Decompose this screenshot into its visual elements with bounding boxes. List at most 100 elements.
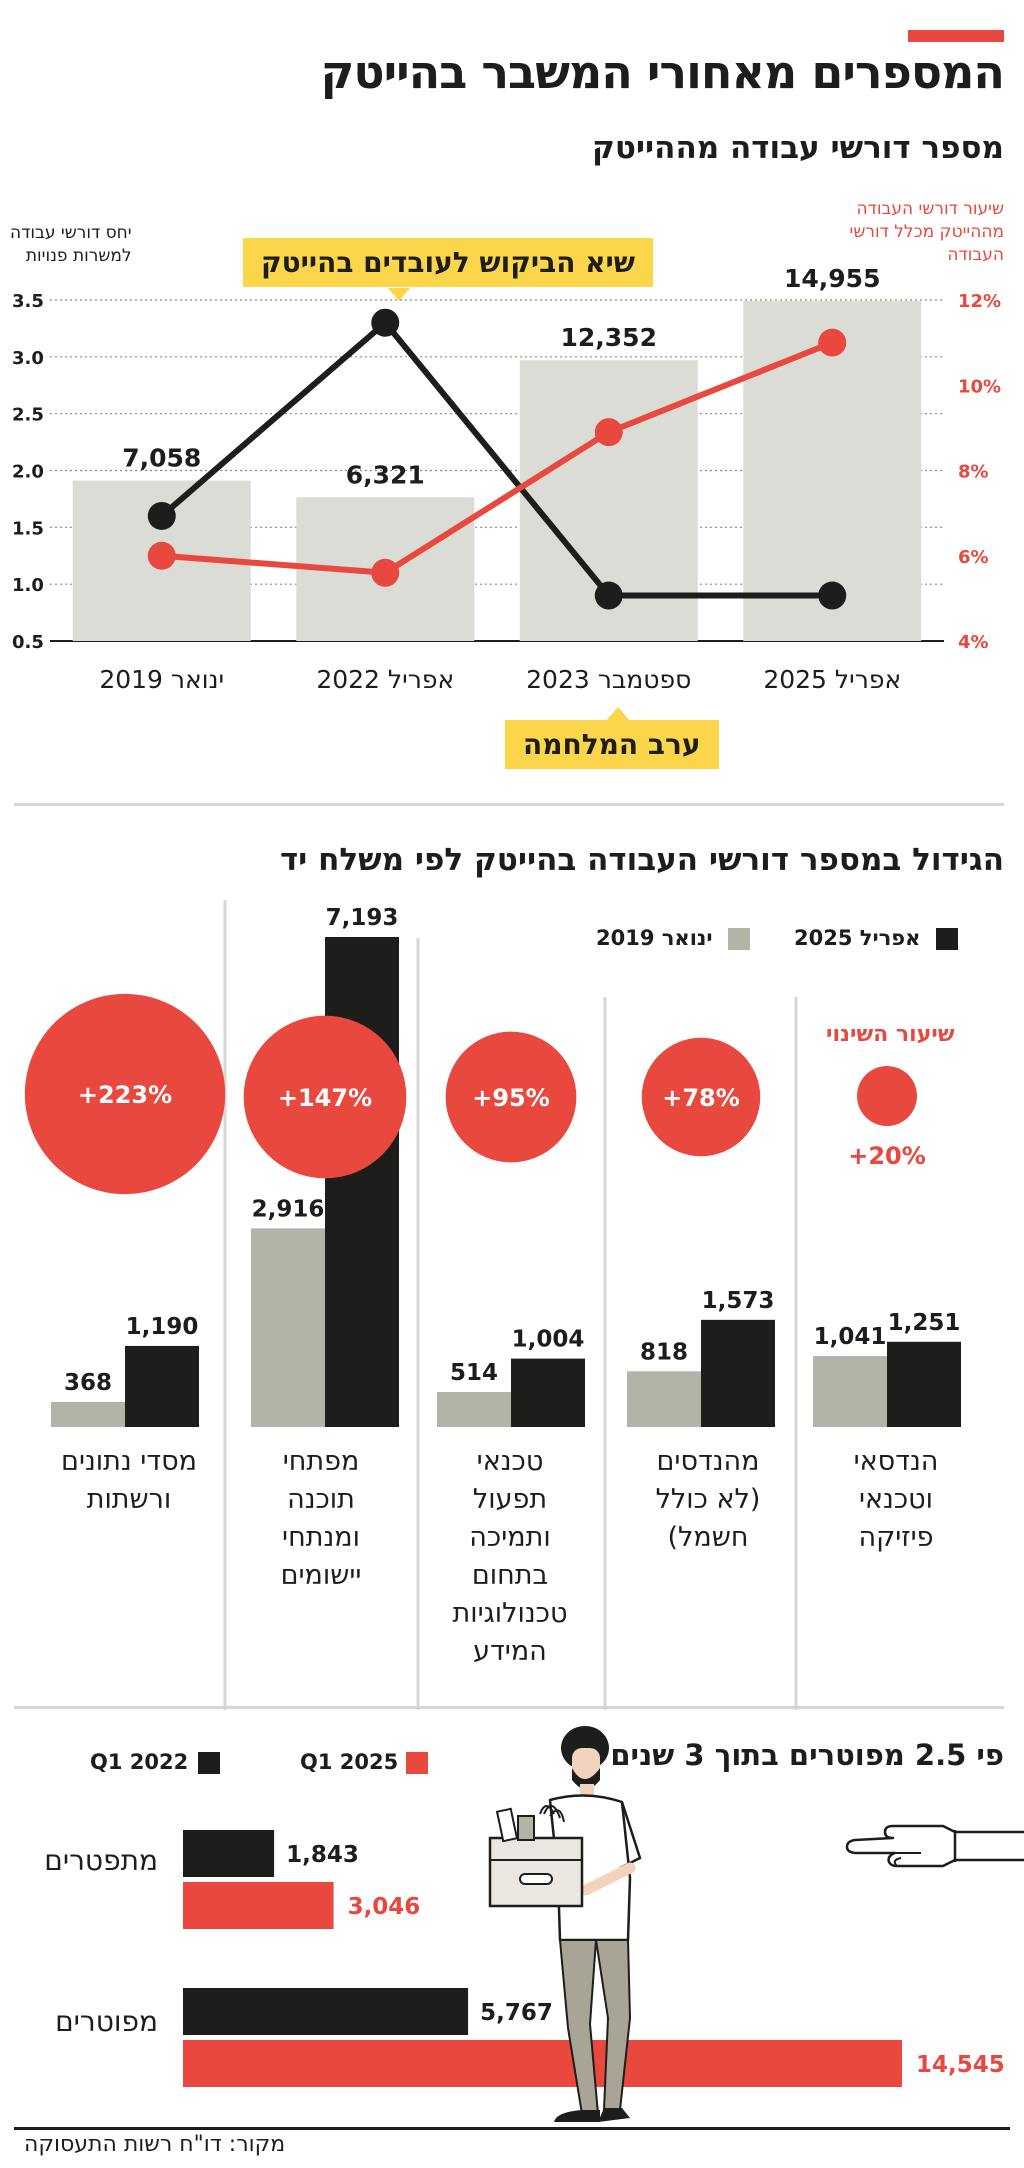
left-axis-tick: 1.0	[12, 575, 44, 596]
callout-war-pointer	[606, 707, 630, 721]
bar-q1-2022	[183, 1830, 275, 1877]
category-label-engineers: מהנדסים (לא כולל חשמל)	[628, 1443, 788, 1557]
bar-value-label: 7,058	[122, 444, 201, 473]
bar-value-label: 368	[64, 1370, 112, 1396]
bar-q1-2022	[183, 1988, 469, 2035]
change-rate-label: שיעור השינוי	[826, 1022, 955, 1047]
legend-q1-2022-swatch	[198, 1752, 220, 1774]
category-label-line: ותמיכה	[469, 1522, 551, 1553]
legend-2019-label: ינואר 2019	[596, 926, 713, 950]
change-rate-circle	[641, 1037, 761, 1157]
legend-2025-swatch	[936, 928, 958, 950]
pointing-hand-icon	[845, 1824, 1024, 1868]
bar-value-label: 1,843	[286, 1842, 359, 1868]
bar-q1-2025	[183, 1882, 334, 1929]
share-series-line	[161, 339, 834, 576]
page-title: המספרים מאחורי המשבר בהייטק	[320, 45, 1005, 99]
section3-title: פי 2.5 מפוטרים בתוך 3 שנים	[610, 1738, 1004, 1772]
section2-title: הגידול במספר דורשי העבודה בהייטק לפי משל…	[279, 842, 1004, 878]
bar-apr-2025	[701, 1319, 775, 1427]
bar-value-label: 3,046	[348, 1894, 421, 1920]
ratio-data-point	[147, 501, 176, 530]
share-data-point	[594, 418, 623, 447]
accent-bar	[908, 30, 1004, 42]
category-label-line: טכנאי	[476, 1446, 544, 1477]
share-data-point	[371, 558, 400, 587]
change-rate-label: +95%	[472, 1084, 550, 1112]
category-label-line: הנדסאי	[853, 1446, 939, 1477]
category-label-line: מפתחי	[282, 1446, 360, 1477]
category-label-line: מהנדסים	[656, 1446, 760, 1477]
left-axis-label-line: יחס דורשי עבודה	[10, 223, 132, 243]
bar-value-label: 14,545	[916, 2052, 1005, 2078]
category-label-databases: מסדי נתונים ורשתות	[36, 1443, 222, 1519]
change-rate-circle	[243, 1015, 407, 1179]
category-label-line: פיזיקה	[858, 1522, 934, 1553]
change-rate-label: +78%	[662, 1084, 740, 1112]
change-rate-label: +147%	[278, 1084, 372, 1112]
source-note: מקור: דו"ח רשות התעסוקה	[24, 2132, 286, 2157]
bar-apr-2025	[325, 937, 399, 1427]
section-divider	[14, 803, 1004, 806]
category-label-line: וטכנאי	[858, 1484, 934, 1515]
category-label: מתפטרים	[44, 1844, 158, 1877]
left-axis-label-line: למשרות פנויות	[25, 246, 132, 266]
category-label-line: המידע	[473, 1636, 547, 1667]
category-label-line: (לא כולל	[655, 1484, 761, 1515]
bar-jan-2019	[813, 1356, 887, 1427]
bar-value-label: 514	[450, 1360, 498, 1386]
section1-title: מספר דורשי עבודה מההייטק	[592, 130, 1004, 166]
bar-value-label: 1,251	[888, 1310, 961, 1336]
fired-worker-illustration	[488, 1726, 642, 2122]
bar-value-label: 1,004	[512, 1327, 585, 1353]
change-rate-circle	[445, 1031, 577, 1163]
category-label-it-support: טכנאי תפעול ותמיכה בתחום טכנולוגיות המיד…	[420, 1443, 600, 1671]
bar-apr-2025	[887, 1341, 961, 1427]
bar-apr-2025	[125, 1345, 199, 1427]
bar-jan-2019	[627, 1371, 701, 1427]
left-axis-tick: 3.0	[12, 348, 44, 369]
category-label-line: טכנולוגיות	[452, 1598, 568, 1629]
left-axis-tick: 1.5	[12, 518, 44, 539]
bar-jan-2019	[51, 1401, 125, 1427]
category-label-line: יישומים	[280, 1560, 362, 1591]
legend-q1-2022-label: Q1 2022	[90, 1750, 189, 1774]
bar-jan-2019	[437, 1391, 511, 1427]
bar-value-label: 818	[640, 1339, 688, 1365]
bar-value-label: 1,190	[126, 1314, 199, 1340]
left-axis-tick: 3.5	[12, 291, 44, 312]
category-label-line: ומנתחי	[282, 1522, 360, 1553]
legend-q1-2025-swatch	[406, 1752, 428, 1774]
share-data-point	[818, 328, 847, 357]
footer-rule	[14, 2127, 1010, 2130]
x-axis-category-label: ינואר 2019	[99, 665, 224, 694]
bar-apr-2025	[511, 1358, 585, 1427]
bar-value-label: 7,193	[326, 905, 399, 931]
change-rate-label: +20%	[848, 1142, 926, 1170]
ratio-data-point	[371, 308, 400, 337]
layoffs-hbar-chart: 1,843 3,046 מתפטרים 5,767 14,545 מפוטרים	[44, 1830, 1005, 2087]
right-axis-tick: 6%	[958, 547, 989, 568]
category-label-line: תפעול	[472, 1484, 548, 1515]
left-axis-tick: 0.5	[12, 632, 44, 653]
category-label-line: תוכנה	[287, 1484, 355, 1515]
left-axis-tick: 2.5	[12, 405, 44, 426]
legend-2025-label: אפריל 2025	[794, 926, 921, 950]
category-label-line: בתחום	[471, 1560, 549, 1591]
category-label-software-developers: מפתחי תוכנה ומנתחי יישומים	[236, 1443, 406, 1595]
change-rate-circle	[857, 1066, 917, 1126]
bar-value-label: 2,916	[252, 1196, 325, 1222]
left-axis-tick: 2.0	[12, 462, 44, 483]
change-rate-label: +223%	[78, 1081, 172, 1109]
right-axis-tick: 10%	[958, 376, 1001, 397]
ratio-series-line	[159, 319, 833, 599]
right-axis-label-line: מההייטק מכלל דורשי	[849, 222, 1004, 242]
right-axis-label: שיעור דורשי העבודה מההייטק מכלל דורשי הע…	[850, 198, 1004, 267]
category-label: מפוטרים	[55, 2005, 158, 2038]
bar-value-label: 6,321	[346, 460, 425, 489]
x-axis-category-label: ספטמבר 2023	[526, 665, 691, 694]
legend-2019-swatch	[728, 928, 750, 950]
left-axis-label: יחס דורשי עבודה למשרות פנויות	[10, 222, 132, 268]
category-label-line: מסדי נתונים	[61, 1446, 197, 1477]
